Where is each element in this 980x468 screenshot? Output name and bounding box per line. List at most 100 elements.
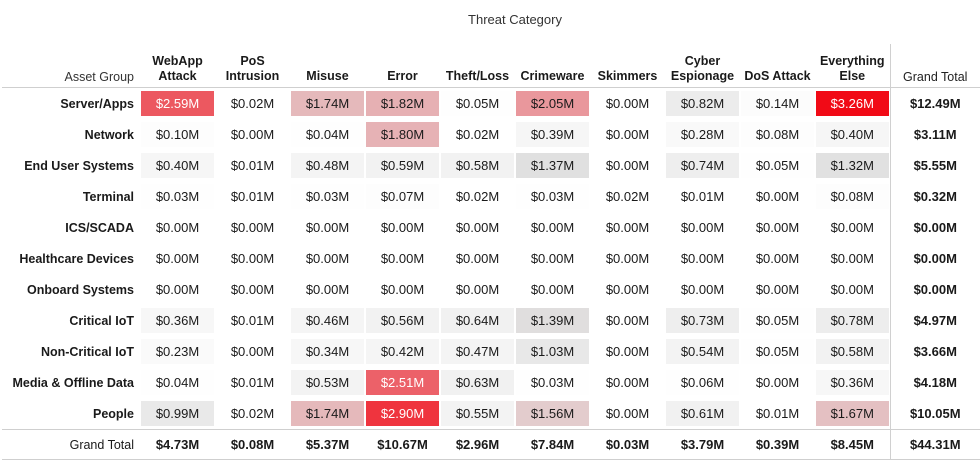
row-grand-total: $0.00M [889, 212, 980, 243]
heat-cell-value: $0.00M [291, 215, 364, 240]
heat-cell: $0.23M [140, 336, 215, 367]
heat-cell-value: $0.99M [141, 401, 214, 426]
heat-cell-value: $0.34M [291, 339, 364, 364]
heat-cell-value: $0.00M [291, 246, 364, 271]
heat-cell: $0.53M [290, 367, 365, 398]
heat-cell-value: $0.00M [216, 277, 289, 302]
table-row: Server/Apps $2.59M $0.02M $1.74M $1.82M $0.05… [2, 87, 980, 119]
heat-cell: $0.04M [290, 119, 365, 150]
heat-cell: $0.00M [215, 336, 290, 367]
column-grand-total: $7.84M [515, 429, 590, 460]
heat-cell-value: $1.37M [516, 153, 589, 178]
col-header-everything-else: Everything Else [819, 54, 885, 83]
heat-cell-value: $0.00M [516, 215, 589, 240]
heat-cell-value: $1.74M [291, 401, 364, 426]
heat-cell: $0.00M [515, 274, 590, 305]
heat-cell: $0.78M [815, 305, 890, 336]
table-row: Terminal $0.03M $0.01M $0.03M $0.07M $0.02M $0… [2, 181, 980, 212]
heat-cell-value: $0.00M [591, 370, 664, 395]
table-row: Healthcare Devices $0.00M $0.00M $0.00M $0.0… [2, 243, 980, 274]
heat-cell: $0.56M [365, 305, 440, 336]
column-grand-total: $4.73M [140, 429, 215, 460]
heat-cell-value: $0.63M [441, 370, 514, 395]
heat-cell: $1.74M [290, 87, 365, 119]
heat-cell: $0.00M [665, 274, 740, 305]
row-label-end-user-systems: End User Systems [24, 158, 134, 173]
row-grand-total: $0.32M [889, 181, 980, 212]
column-grand-total: $10.67M [365, 429, 440, 460]
heat-cell-value: $3.26M [816, 91, 889, 116]
heat-cell-value: $0.01M [216, 308, 289, 333]
heat-cell-value: $1.82M [366, 91, 439, 116]
heat-cell-value: $0.05M [441, 91, 514, 116]
table-row: ICS/SCADA $0.00M $0.00M $0.00M $0.00M $0.00M $… [2, 212, 980, 243]
heat-cell-value: $0.39M [516, 122, 589, 147]
row-label-terminal: Terminal [82, 189, 134, 204]
col-header-cyber-espionage: Cyber Espionage [670, 54, 735, 83]
heat-cell-value: $0.00M [216, 122, 289, 147]
row-grand-total: $0.00M [889, 274, 980, 305]
heat-cell-value: $1.03M [516, 339, 589, 364]
heat-cell-value: $0.00M [441, 246, 514, 271]
heat-cell: $0.00M [140, 212, 215, 243]
heat-cell-value: $0.61M [666, 401, 739, 426]
row-grand-total: $4.97M [889, 305, 980, 336]
heat-cell: $0.00M [665, 243, 740, 274]
heat-cell: $0.00M [590, 150, 665, 181]
heat-cell: $0.14M [740, 87, 815, 119]
heat-cell: $0.01M [215, 150, 290, 181]
heat-cell-value: $0.40M [141, 153, 214, 178]
heat-cell: $0.06M [665, 367, 740, 398]
heat-cell: $0.00M [365, 274, 440, 305]
heat-cell-value: $0.23M [141, 339, 214, 364]
heat-cell-value: $0.07M [366, 184, 439, 209]
heat-cell-value: $0.42M [366, 339, 439, 364]
heat-cell-value: $0.46M [291, 308, 364, 333]
heat-cell: $0.05M [440, 87, 515, 119]
heat-cell-value: $0.00M [516, 277, 589, 302]
heat-cell: $0.01M [215, 181, 290, 212]
row-grand-total: $10.05M [889, 398, 980, 430]
table-row: Onboard Systems $0.00M $0.00M $0.00M $0.00M $… [2, 274, 980, 305]
heat-cell: $0.36M [140, 305, 215, 336]
heat-cell: $0.00M [215, 119, 290, 150]
heat-cell-value: $0.00M [741, 277, 814, 302]
heat-cell-value: $0.02M [216, 91, 289, 116]
heat-cell: $0.07M [365, 181, 440, 212]
grand-total-row-label: Grand Total [2, 429, 140, 460]
heat-cell: $0.00M [215, 243, 290, 274]
row-label-server-apps: Server/Apps [2, 87, 140, 119]
heat-cell: $0.34M [290, 336, 365, 367]
heat-cell-value: $0.00M [591, 339, 664, 364]
heat-cell: $0.00M [290, 243, 365, 274]
heat-cell: $0.48M [290, 150, 365, 181]
heat-cell: $1.67M [815, 398, 890, 430]
heat-cell: $0.01M [215, 367, 290, 398]
col-header-crimeware: Crimeware [520, 69, 585, 83]
heat-cell-value: $0.00M [591, 308, 664, 333]
heat-cell-value: $0.05M [741, 153, 814, 178]
heat-cell: $0.36M [815, 367, 890, 398]
heat-cell-value: $0.03M [516, 370, 589, 395]
heat-cell: $0.40M [815, 119, 890, 150]
row-grand-total: $0.00M [889, 243, 980, 274]
heat-cell-value: $0.00M [216, 339, 289, 364]
heat-cell-value: $0.00M [591, 122, 664, 147]
heat-cell-value: $0.03M [141, 184, 214, 209]
heat-cell-value: $0.00M [741, 246, 814, 271]
table-row: Non-Critical IoT $0.23M $0.00M $0.34M $0.42M… [2, 336, 980, 367]
heat-cell: $1.80M [365, 119, 440, 150]
heatmap-table: Asset Group WebApp Attack PoS Intrusion … [2, 44, 980, 460]
heat-cell: $0.00M [740, 274, 815, 305]
row-label-healthcare-devices: Healthcare Devices [19, 251, 134, 266]
heat-cell: $0.08M [815, 181, 890, 212]
heat-cell: $0.55M [440, 398, 515, 430]
heat-cell: $0.64M [440, 305, 515, 336]
heat-cell-value: $1.32M [816, 153, 889, 178]
heat-cell: $1.39M [515, 305, 590, 336]
heat-cell-value: $0.02M [441, 184, 514, 209]
heat-cell: $0.00M [515, 243, 590, 274]
heat-cell: $0.28M [665, 119, 740, 150]
heat-cell: $0.82M [665, 87, 740, 119]
heat-cell: $2.90M [365, 398, 440, 430]
